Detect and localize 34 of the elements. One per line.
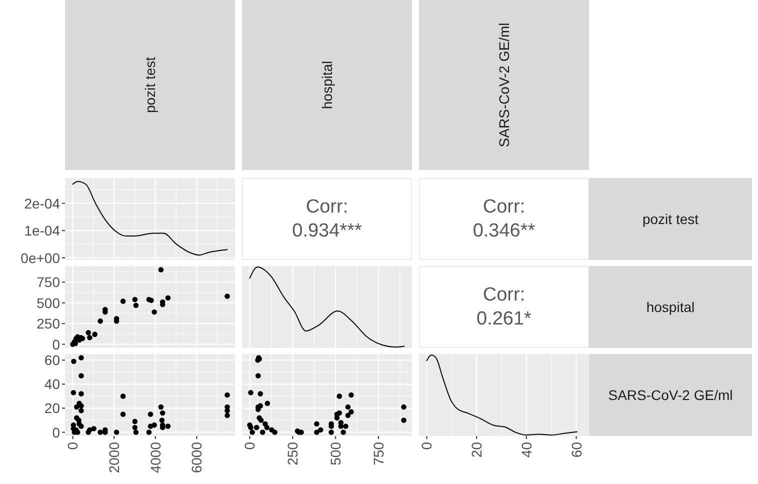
chart-title: pozit test (142, 56, 158, 114)
x-tick-label: 0 (418, 442, 435, 450)
x-tick-label: 0 (64, 442, 81, 450)
x-tick-label: 750 (370, 442, 387, 466)
text: hospital (646, 299, 695, 315)
text: pozit test (642, 211, 699, 227)
y-tick-label: 0e+00 (20, 250, 60, 266)
x-tick-label: 4000 (147, 442, 164, 474)
y-tick-label: 60 (44, 352, 60, 368)
y-tick-label: 0 (52, 336, 60, 352)
x-tick-label: 40 (518, 442, 534, 458)
text: SARS-CoV-2 GE/ml (496, 22, 512, 148)
text: Corr: (306, 196, 348, 218)
text: hospital (319, 60, 335, 110)
x-tick-label: 60 (568, 442, 584, 458)
y-tick-label: 40 (44, 376, 60, 392)
text: 0.934*** (292, 220, 362, 242)
x-tick-label: 250 (284, 442, 301, 466)
x-tick-label: 2000 (106, 442, 122, 474)
y-tick-label: 1e-04 (24, 222, 60, 239)
x-tick-label: 20 (468, 442, 485, 458)
y-tick-label: 250 (36, 316, 60, 332)
text: 0.261* (476, 308, 532, 330)
x-tick-label: 500 (328, 442, 344, 466)
text: Corr: (482, 284, 526, 306)
x-tick-label: 6000 (188, 442, 205, 474)
y2-axis-title: SARS-CoV-2 GE/ml (608, 387, 733, 403)
y-tick-label: 20 (44, 400, 60, 416)
y-tick-label: 2e-04 (24, 195, 60, 212)
text: 0.346** (472, 220, 536, 242)
text: Corr: (482, 196, 526, 218)
x-tick-label: 0 (242, 442, 258, 450)
y-tick-label: 500 (36, 294, 60, 311)
y-tick-label: 750 (36, 274, 60, 290)
